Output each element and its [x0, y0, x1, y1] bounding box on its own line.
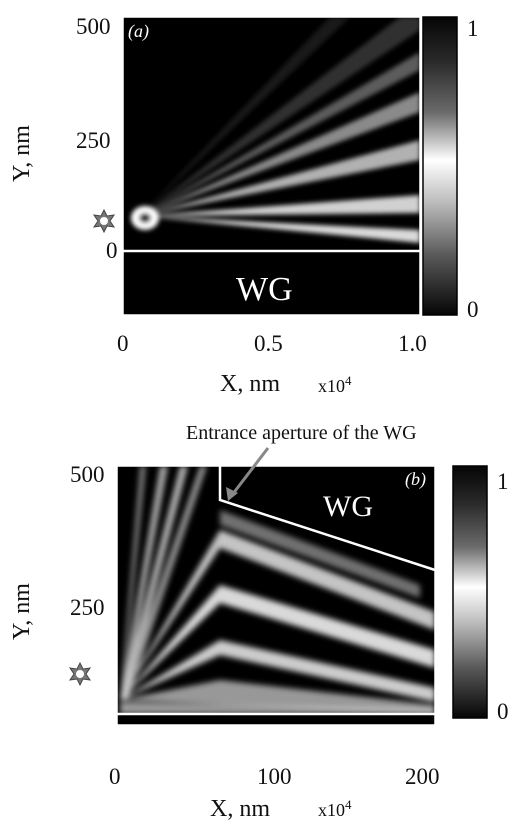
panel-b-ytick-250: 250 [70, 595, 105, 620]
panel-b-xtick-100: 100 [257, 764, 292, 789]
colorbar-a-tick-0: 0 [467, 297, 479, 322]
panel-b-xlabel: X, nm [210, 796, 270, 822]
panel-a-wg-label: WG [236, 271, 293, 308]
panel-a-ytick-0: 0 [106, 238, 118, 263]
panel-b-ytick-500: 500 [70, 462, 105, 487]
panel-b-xtick-200: 200 [405, 764, 440, 789]
panel-a-tag: (a) [128, 21, 149, 41]
colorbar-a [422, 16, 458, 316]
panel-b-wg-label-bottom: WG [240, 721, 287, 752]
panel-b-xtick-0: 0 [109, 764, 121, 789]
panel-a-xtick-0: 0 [117, 331, 129, 356]
colorbar-a-tick-1: 1 [467, 16, 479, 41]
panel-a-plot [122, 16, 421, 316]
panel-a-xlabel: X, nm [220, 371, 280, 397]
panel-b-plot [116, 465, 436, 726]
aperture-arrow [226, 447, 270, 501]
colorbar-b [452, 465, 488, 719]
panel-a-xtick-10: 1.0 [398, 331, 427, 356]
panel-a-xscale: x104 [318, 373, 352, 396]
panel-a-intensity-map [131, 17, 420, 243]
panel-b-tag: (b) [405, 469, 426, 489]
panel-b-xscale: x104 [318, 797, 352, 820]
source-star-icon-a [92, 208, 116, 234]
panel-a-xtick-05: 0.5 [254, 331, 283, 356]
panel-b-ylabel: Y, nm [8, 583, 35, 640]
panel-a-ylabel: Y, nm [8, 125, 35, 182]
panel-b-wg-label-top: WG [323, 490, 373, 523]
panel-a-ytick-500: 500 [76, 14, 111, 39]
colorbar-b-tick-1: 1 [497, 469, 509, 494]
panel-a-ytick-250: 250 [76, 128, 111, 153]
colorbar-b-tick-0: 0 [497, 699, 509, 724]
aperture-annotation: Entrance aperture of the WG [186, 422, 417, 444]
panel-b-intensity-map [120, 466, 435, 714]
source-star-icon-b [68, 661, 92, 687]
